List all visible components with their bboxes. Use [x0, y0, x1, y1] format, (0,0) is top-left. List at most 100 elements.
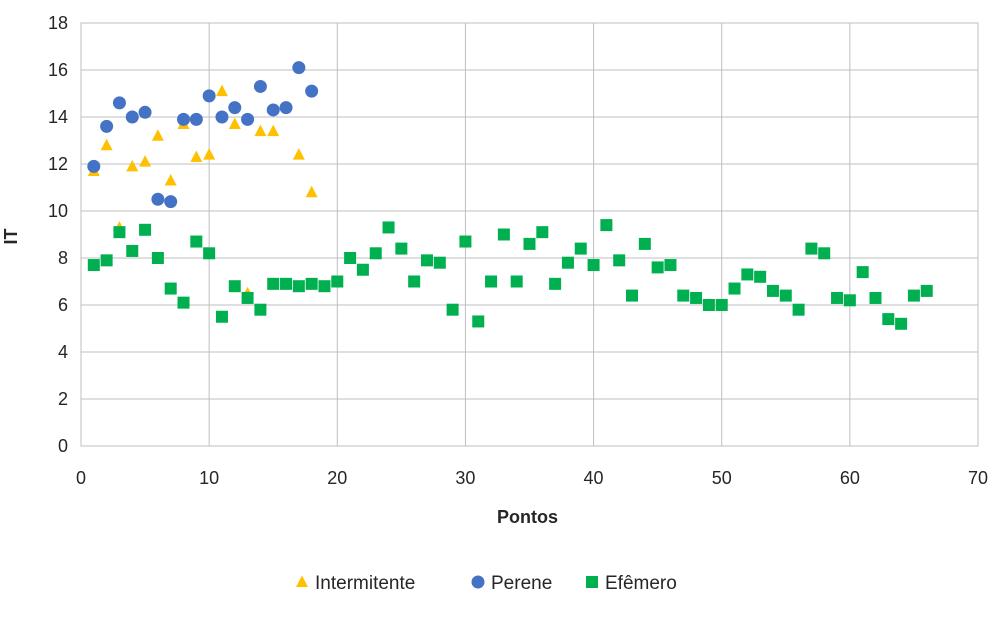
- data-point-square: [459, 235, 472, 248]
- data-point-square: [177, 296, 190, 309]
- data-point-square: [536, 226, 549, 239]
- data-point-circle: [164, 195, 178, 209]
- x-tick-label: 30: [455, 468, 475, 488]
- data-point-square: [702, 299, 715, 311]
- data-point-square: [113, 226, 126, 239]
- data-point-square: [664, 259, 677, 272]
- data-point-triangle: [228, 117, 241, 130]
- data-point-square: [305, 277, 318, 290]
- data-point-square: [151, 252, 164, 264]
- data-point-square: [472, 315, 485, 328]
- x-tick-label: 50: [712, 468, 732, 488]
- x-axis-title: Pontos: [497, 507, 558, 527]
- data-point-square: [638, 237, 651, 250]
- data-point-square: [356, 263, 369, 276]
- data-point-triangle: [215, 84, 228, 97]
- data-point-square: [831, 291, 844, 304]
- grid-lines: [80, 22, 979, 447]
- data-point-circle: [189, 112, 203, 126]
- data-point-square: [100, 254, 113, 267]
- x-tick-label: 10: [199, 468, 219, 488]
- y-tick-label: 14: [48, 107, 68, 127]
- legend-marker-triangle: [296, 575, 308, 587]
- data-point-square: [549, 277, 562, 290]
- legend-item: Perene: [471, 573, 552, 594]
- data-point-square: [331, 275, 344, 288]
- data-point-circle: [292, 61, 306, 75]
- data-point-circle: [87, 159, 101, 173]
- x-tick-label: 0: [76, 468, 86, 488]
- data-point-square: [882, 313, 895, 326]
- data-point-circle: [202, 89, 216, 103]
- data-point-square: [369, 247, 382, 260]
- data-point-square: [843, 294, 856, 307]
- data-point-square: [766, 284, 779, 297]
- x-tick-label: 60: [840, 468, 860, 488]
- data-point-circle: [112, 96, 126, 110]
- plot-border: [80, 22, 979, 447]
- data-point-square: [907, 289, 920, 302]
- y-tick-label: 10: [48, 201, 68, 221]
- data-point-triangle: [267, 124, 280, 137]
- data-point-triangle: [164, 173, 177, 186]
- data-point-square: [895, 317, 908, 330]
- data-point-triangle: [203, 148, 216, 160]
- x-tick-label: 70: [968, 468, 988, 488]
- data-point-square: [485, 275, 498, 288]
- data-point-circle: [151, 192, 165, 206]
- data-point-circle: [177, 112, 191, 126]
- y-tick-label: 16: [48, 60, 68, 80]
- y-tick-label: 8: [58, 248, 68, 268]
- data-point-triangle: [100, 138, 113, 151]
- legend: Intermitente Perene Efêmero: [296, 573, 677, 594]
- data-point-triangle: [126, 159, 139, 172]
- data-point-circle: [215, 110, 229, 124]
- data-point-square: [728, 282, 741, 295]
- data-point-square: [228, 280, 241, 293]
- legend-marker-circle: [471, 575, 485, 589]
- y-tick-label: 6: [58, 295, 68, 315]
- data-point-square: [869, 291, 882, 304]
- x-tick-label: 20: [327, 468, 347, 488]
- data-point-circle: [125, 110, 139, 124]
- data-point-square: [139, 223, 152, 236]
- data-point-square: [920, 284, 933, 297]
- data-point-circle: [305, 84, 319, 98]
- data-point-square: [280, 277, 293, 290]
- data-point-square: [613, 254, 626, 267]
- data-point-square: [510, 275, 523, 288]
- data-point-square: [382, 221, 395, 234]
- data-point-square: [856, 266, 869, 279]
- tick-labels: 0 2 4 6 8 10 12 14 16 18 0 10 20 30 40 50 60 70: [48, 13, 988, 488]
- data-point-square: [344, 252, 357, 264]
- data-point-square: [805, 242, 818, 255]
- data-point-square: [792, 303, 805, 316]
- legend-label: Efêmero: [605, 573, 677, 594]
- data-point-square: [741, 268, 754, 281]
- data-point-square: [433, 256, 446, 269]
- y-tick-label: 2: [58, 389, 68, 409]
- data-point-square: [420, 254, 433, 267]
- series-square: [87, 219, 933, 330]
- data-point-square: [446, 303, 459, 316]
- data-point-square: [164, 282, 177, 295]
- data-point-square: [267, 277, 280, 290]
- data-point-circle: [138, 105, 152, 119]
- series-circle: [87, 61, 319, 209]
- data-point-triangle: [151, 129, 164, 141]
- y-axis-title: IT: [1, 228, 21, 244]
- data-point-square: [523, 237, 536, 250]
- data-point-square: [561, 256, 574, 269]
- data-point-square: [203, 247, 216, 260]
- data-point-square: [779, 289, 792, 302]
- data-point-circle: [253, 79, 267, 93]
- y-tick-label: 12: [48, 154, 68, 174]
- y-tick-label: 0: [58, 436, 68, 456]
- y-tick-label: 4: [58, 342, 68, 362]
- data-point-square: [318, 280, 331, 293]
- data-point-circle: [266, 103, 280, 117]
- data-point-square: [126, 244, 139, 257]
- legend-label: Perene: [491, 573, 552, 594]
